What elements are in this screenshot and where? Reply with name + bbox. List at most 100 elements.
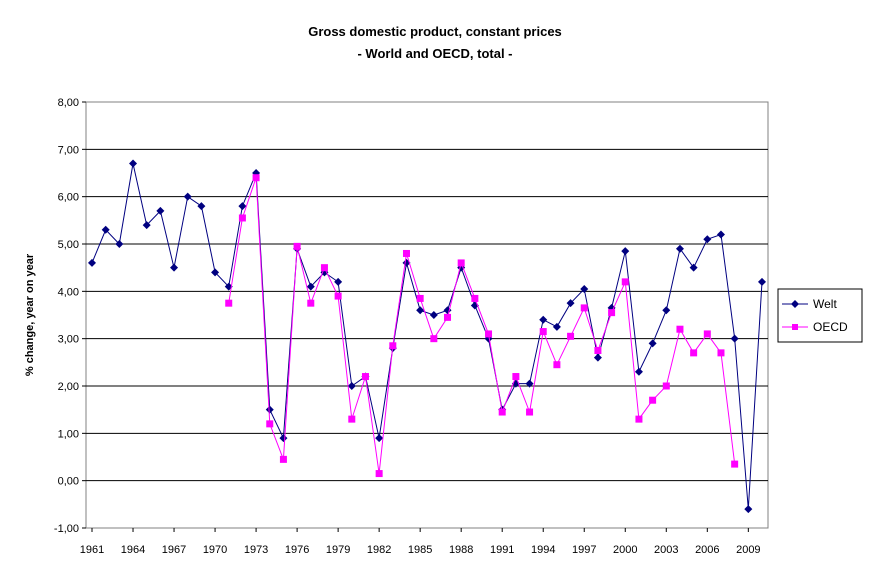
series-line-welt <box>91 163 763 510</box>
data-point-welt <box>197 202 206 211</box>
data-point-oecd <box>662 382 670 390</box>
data-point-welt <box>648 339 657 348</box>
data-point-welt <box>170 263 179 272</box>
data-point-welt <box>716 230 725 239</box>
data-point-welt <box>279 434 288 443</box>
data-point-welt <box>593 353 602 362</box>
data-point-welt <box>730 334 739 343</box>
data-point-welt <box>662 306 671 315</box>
x-tick-label: 2006 <box>695 544 719 556</box>
data-point-oecd <box>375 470 383 478</box>
data-point-oecd <box>430 335 438 343</box>
data-point-welt <box>758 277 766 286</box>
legend-marker-welt <box>791 300 799 308</box>
data-point-welt <box>142 221 151 230</box>
data-point-oecd <box>731 460 739 468</box>
data-point-welt <box>88 258 96 267</box>
legend-label-welt: Welt <box>813 297 837 311</box>
data-point-welt <box>703 235 712 244</box>
y-tick-label: 6,00 <box>58 192 79 204</box>
x-tick-label: 1982 <box>367 544 391 556</box>
legend-box <box>777 288 863 343</box>
data-point-oecd <box>307 299 315 307</box>
data-point-oecd <box>498 408 506 416</box>
data-point-welt <box>156 206 165 215</box>
data-point-oecd <box>444 313 452 321</box>
x-tick-label: 1973 <box>244 544 268 556</box>
data-point-oecd <box>334 292 342 300</box>
x-tick-label: 1988 <box>449 544 473 556</box>
x-tick-label: 1961 <box>80 544 104 556</box>
y-tick-label: 0,00 <box>58 476 79 488</box>
legend-label-oecd: OECD <box>813 320 848 334</box>
data-point-welt <box>265 405 274 414</box>
legend: Welt OECD <box>777 288 863 343</box>
data-point-welt <box>129 159 138 168</box>
data-point-oecd <box>676 325 684 333</box>
x-tick-label: 1997 <box>572 544 596 556</box>
data-point-welt <box>634 367 643 376</box>
y-tick-label: 5,00 <box>58 239 79 251</box>
data-point-oecd <box>703 330 711 338</box>
data-point-welt <box>334 277 343 286</box>
data-point-welt <box>416 306 425 315</box>
data-point-welt <box>525 379 534 388</box>
x-tick-label: 1970 <box>203 544 227 556</box>
data-point-oecd <box>635 415 643 423</box>
x-tick-label: 2009 <box>736 544 760 556</box>
data-point-welt <box>211 268 220 277</box>
x-tick-label: 1967 <box>162 544 186 556</box>
data-point-oecd <box>389 342 397 350</box>
plot-area <box>85 101 769 529</box>
data-point-oecd <box>649 396 657 404</box>
data-point-oecd <box>252 174 260 182</box>
data-point-welt <box>744 505 753 514</box>
x-tick-label: 1964 <box>121 544 145 556</box>
data-point-oecd <box>457 259 465 267</box>
data-point-oecd <box>621 278 629 286</box>
legend-marker-oecd <box>792 324 798 330</box>
data-point-oecd <box>225 299 233 307</box>
data-point-oecd <box>293 242 301 250</box>
series-layer <box>88 159 766 514</box>
data-point-oecd <box>594 347 602 354</box>
data-point-oecd <box>485 330 493 338</box>
data-point-welt <box>621 247 630 256</box>
data-point-welt <box>429 311 438 319</box>
data-point-oecd <box>567 332 575 340</box>
data-point-oecd <box>580 304 588 312</box>
y-tick-label: 8,00 <box>58 97 79 109</box>
data-point-oecd <box>471 294 479 302</box>
data-point-welt <box>238 202 247 211</box>
x-axis: 1961 1964 1967 1970 1973 1976 1979 1982 1985 1988… <box>80 528 761 556</box>
data-point-oecd <box>690 349 698 357</box>
data-point-welt <box>306 282 315 291</box>
data-point-oecd <box>512 373 520 381</box>
data-point-welt <box>115 240 124 248</box>
x-tick-label: 1985 <box>408 544 432 556</box>
x-tick-label: 1976 <box>285 544 309 556</box>
data-point-welt <box>675 244 684 253</box>
data-point-welt <box>566 299 575 308</box>
data-point-oecd <box>526 408 534 416</box>
y-axis-label: % change, year on year <box>24 253 36 376</box>
x-tick-label: 1991 <box>490 544 514 556</box>
chart-title: Gross domestic product, constant prices <box>308 24 562 39</box>
data-point-welt <box>101 225 110 234</box>
y-tick-label: 2,00 <box>58 381 79 393</box>
y-tick-label: 1,00 <box>58 428 79 440</box>
data-point-oecd <box>279 455 287 463</box>
data-point-oecd <box>238 214 246 222</box>
x-tick-label: 2003 <box>654 544 678 556</box>
y-axis: -1,00 0,00 1,00 2,00 3,00 4,00 5,00 6,00 7,00 8,0… <box>54 97 86 535</box>
gridlines <box>86 148 768 482</box>
data-point-welt <box>689 263 698 272</box>
data-point-welt <box>183 192 192 201</box>
data-point-welt <box>580 284 589 293</box>
data-point-welt <box>347 382 356 390</box>
data-point-oecd <box>539 328 547 336</box>
data-point-oecd <box>266 420 274 428</box>
x-tick-label: 1979 <box>326 544 350 556</box>
data-point-oecd <box>348 415 356 423</box>
